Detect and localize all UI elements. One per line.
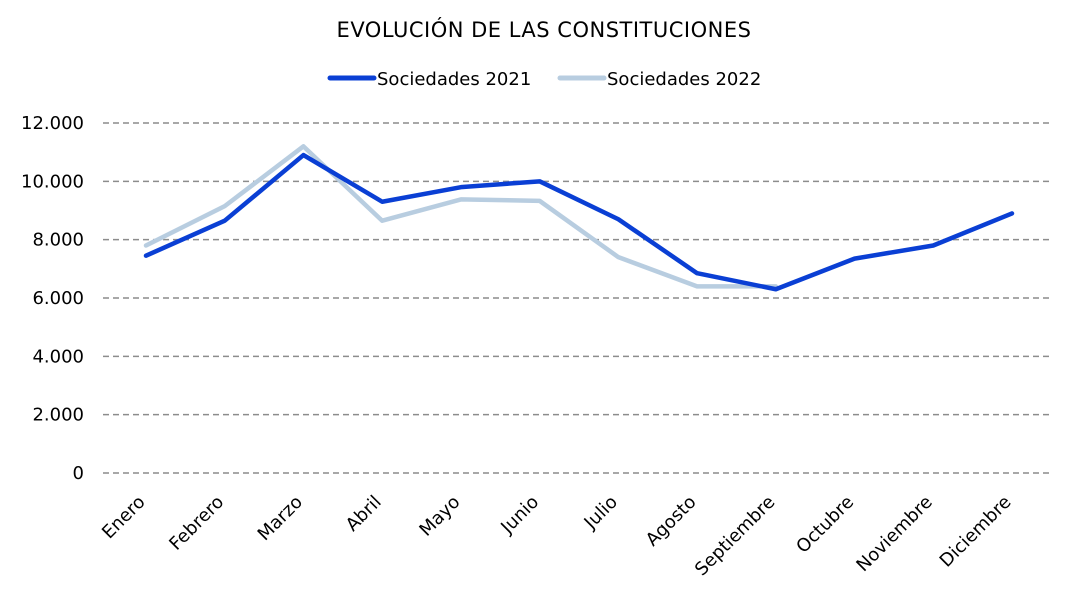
x-tick-label: Noviembre: [852, 492, 936, 576]
y-axis-labels: 12.000 10.000 8.000 6.000 4.000 2.000 0: [21, 113, 84, 484]
legend-label: Sociedades 2022: [607, 69, 761, 90]
y-tick-label: 10.000: [21, 171, 84, 192]
y-tick-label: 2.000: [32, 405, 84, 426]
y-tick-label: 6.000: [32, 288, 84, 309]
series-layer: [143, 144, 1015, 292]
series-line-1: [143, 152, 1015, 292]
series-line-2: [143, 144, 779, 289]
x-tick-label: Abril: [342, 492, 386, 536]
chart-title: EVOLUCIÓN DE LAS CONSTITUCIONES: [337, 17, 752, 42]
x-tick-label: Febrero: [165, 492, 228, 555]
y-tick-label: 4.000: [32, 346, 84, 367]
y-tick-label: 0: [73, 463, 84, 484]
x-tick-label: Mayo: [415, 492, 464, 541]
x-tick-label: Julio: [580, 492, 622, 534]
x-tick-label: Octubre: [792, 492, 858, 558]
legend: Sociedades 2021 Sociedades 2022: [327, 69, 761, 90]
x-tick-label: Enero: [98, 492, 150, 544]
grid-lines: [103, 122, 1052, 474]
x-tick-label: Agosto: [642, 492, 701, 551]
x-tick-label: Junio: [496, 492, 543, 539]
x-tick-label: Diciembre: [936, 492, 1016, 572]
x-tick-label: Septiembre: [691, 492, 779, 580]
x-tick-label: Marzo: [254, 492, 307, 545]
x-axis-labels: Enero Febrero Marzo Abril Mayo Junio Julio Agos…: [98, 492, 1016, 580]
legend-label: Sociedades 2021: [377, 69, 531, 90]
y-tick-label: 8.000: [32, 230, 84, 251]
y-tick-label: 12.000: [21, 113, 84, 134]
